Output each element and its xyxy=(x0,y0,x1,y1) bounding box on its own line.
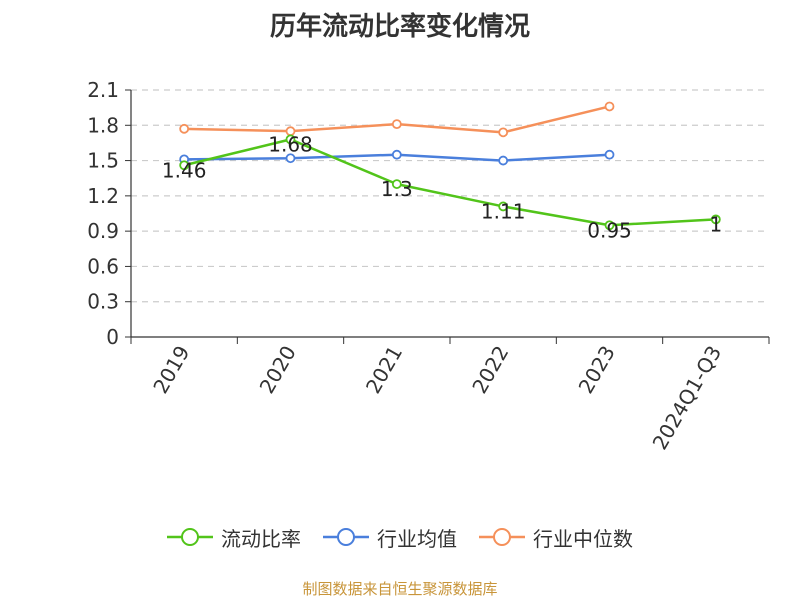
data-point xyxy=(391,179,402,189)
series-line xyxy=(183,138,716,227)
y-tick-label: 1.2 xyxy=(87,184,119,208)
data-point xyxy=(604,220,615,231)
x-tick-label: 2024Q1-Q3 xyxy=(647,342,726,454)
legend-label-industry-median: 行业中位数 xyxy=(533,526,633,551)
x-tick-label: 2022 xyxy=(467,341,513,397)
x-tick-label: 2020 xyxy=(255,342,301,398)
data-label: 1.11 xyxy=(481,199,526,223)
data-label: 0.95 xyxy=(587,218,632,242)
data-label: 1.46 xyxy=(162,158,207,182)
data-point xyxy=(498,127,509,138)
x-tick-label: 2021 xyxy=(361,342,407,398)
data-point xyxy=(179,160,190,171)
legend: 流动比率 行业均值 行业中位数 xyxy=(0,520,800,554)
series-lines xyxy=(179,101,721,231)
legend-item-industry-mean[interactable]: 行业均值 xyxy=(323,523,457,552)
legend-label-current-ratio: 流动比率 xyxy=(221,526,301,551)
y-tick-label: 0.6 xyxy=(87,254,119,278)
legend-item-current-ratio[interactable]: 流动比率 xyxy=(167,523,301,552)
data-labels: 1.46 1.68 1.3 1.11 0.95 1 xyxy=(162,132,722,242)
legend-marker-current-ratio xyxy=(167,528,213,546)
data-point xyxy=(285,134,296,145)
data-label: 1.3 xyxy=(381,177,413,201)
legend-marker-industry-median xyxy=(479,528,525,546)
x-tick-label: 2023 xyxy=(574,342,620,398)
data-point xyxy=(498,201,509,212)
y-tick-label: 0.9 xyxy=(87,219,119,243)
data-label: 1.68 xyxy=(268,132,313,156)
y-tick-label: 0 xyxy=(106,325,119,349)
data-point xyxy=(604,101,615,112)
legend-label-industry-mean: 行业均值 xyxy=(377,526,457,551)
legend-marker-industry-mean xyxy=(323,528,369,546)
line-chart: 0 0.3 0.6 0.9 1.2 1.5 1.8 2.1 2019 2020 2021 2022 20… xyxy=(87,78,770,454)
y-tick-label: 1.8 xyxy=(87,113,119,137)
source-note: 制图数据来自恒生聚源数据库 xyxy=(302,580,498,598)
y-tick-label: 1.5 xyxy=(87,149,119,173)
data-point xyxy=(710,214,721,225)
data-point xyxy=(391,149,402,160)
data-label: 1 xyxy=(709,212,722,236)
y-tick-label: 2.1 xyxy=(87,78,119,102)
data-point xyxy=(285,153,296,164)
data-point xyxy=(179,123,190,134)
legend-item-industry-median[interactable]: 行业中位数 xyxy=(479,523,633,552)
data-point xyxy=(391,119,402,130)
x-tick-label: 2019 xyxy=(148,342,194,398)
data-point xyxy=(604,149,615,160)
y-tick-label: 0.3 xyxy=(87,290,119,314)
data-point xyxy=(498,155,509,166)
chart-title: 历年流动比率变化情况 xyxy=(269,12,530,42)
